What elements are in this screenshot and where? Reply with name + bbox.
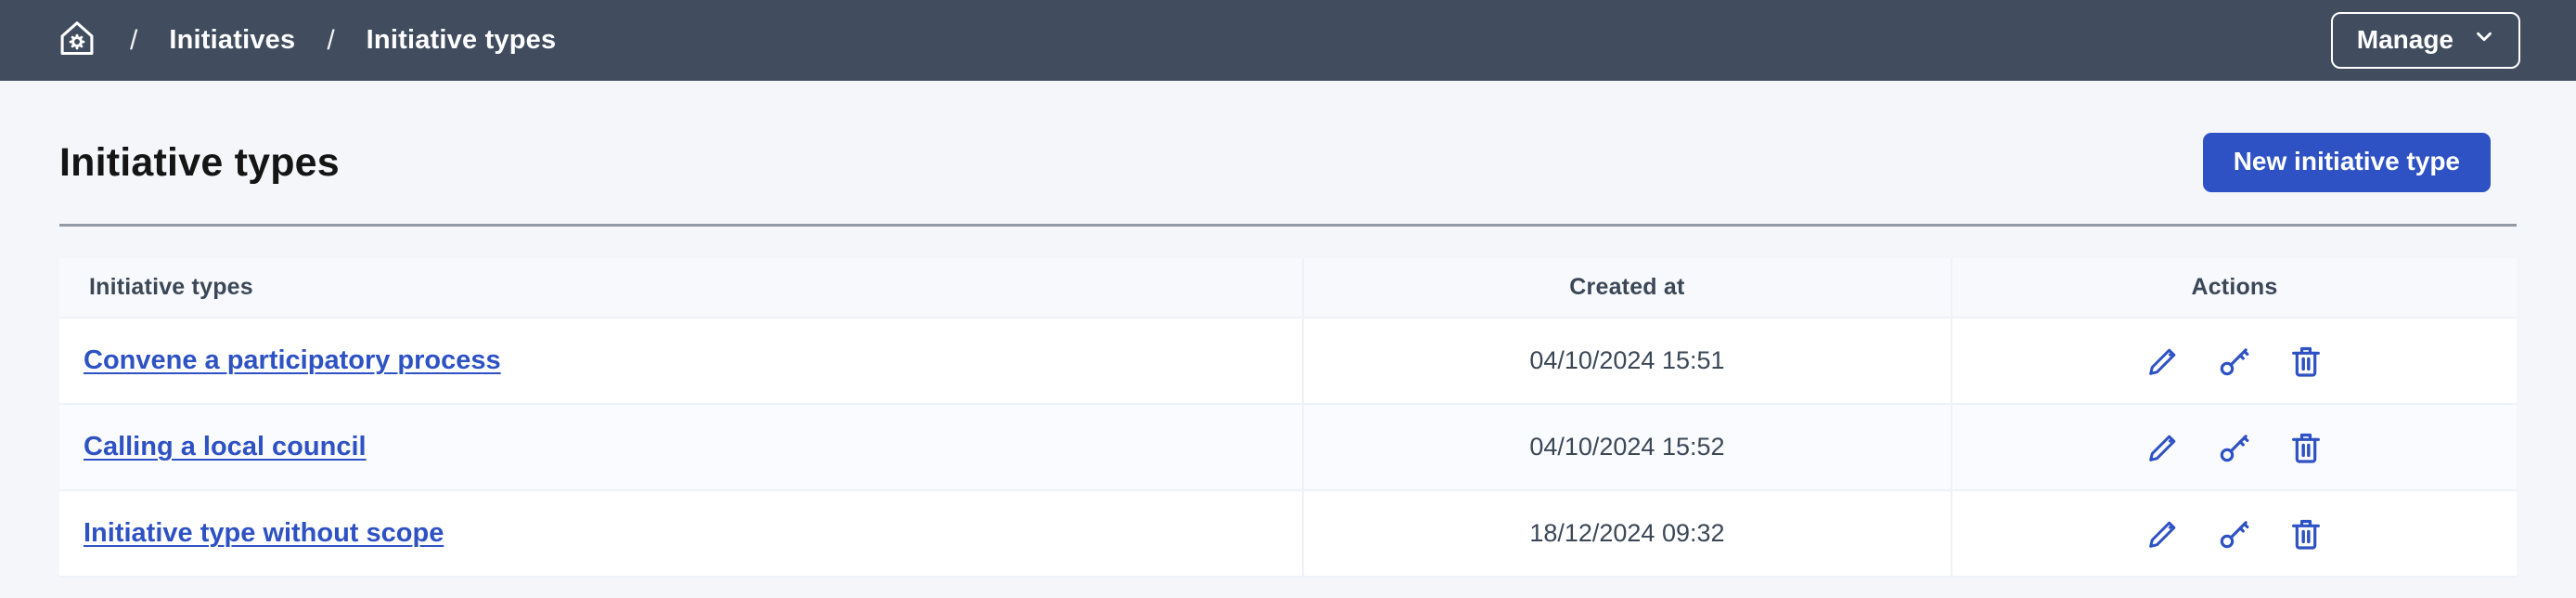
page-title: Initiative types [59,139,340,185]
pencil-icon [2145,515,2182,552]
initiative-types-table: Initiative types Created at Actions Conv… [59,258,2517,578]
new-initiative-type-button[interactable]: New initiative type [2202,133,2491,192]
manage-dropdown-label: Manage [2356,24,2454,54]
delete-button[interactable] [2287,515,2325,552]
table-row: Calling a local council 04/10/2024 15:52 [59,403,2517,490]
initiative-type-link[interactable]: Convene a participatory process [84,345,501,375]
created-at-value: 04/10/2024 15:52 [1529,433,1725,461]
column-header-actions: Actions [1950,258,2517,318]
delete-button[interactable] [2287,343,2325,380]
created-at-value: 18/12/2024 09:32 [1529,519,1725,547]
row-actions [1953,515,2516,552]
table-header-row: Initiative types Created at Actions [59,258,2517,318]
edit-button[interactable] [2145,429,2182,466]
main-content: Initiative types New initiative type Ini… [0,81,2576,578]
permissions-button[interactable] [2216,343,2253,380]
table-row: Convene a participatory process 04/10/20… [59,317,2517,404]
breadcrumb-item-initiatives[interactable]: Initiatives [169,25,296,55]
trash-icon [2287,429,2325,466]
pencil-icon [2145,429,2182,466]
edit-button[interactable] [2145,343,2182,380]
initiative-type-link[interactable]: Initiative type without scope [84,518,444,548]
row-actions [1953,343,2516,380]
column-header-created-at: Created at [1301,258,1951,318]
initiative-types-table-card: Initiative types Created at Actions Conv… [59,258,2517,578]
pencil-icon [2145,343,2182,380]
trash-icon [2287,343,2325,380]
delete-button[interactable] [2287,429,2325,466]
breadcrumb-separator: / [327,24,335,56]
edit-button[interactable] [2145,515,2182,552]
permissions-button[interactable] [2216,429,2253,466]
header-divider [59,224,2517,227]
breadcrumb-item-initiative-types[interactable]: Initiative types [366,25,557,55]
created-at-value: 04/10/2024 15:51 [1529,346,1725,374]
chevron-down-icon [2472,24,2496,55]
home-breadcrumb-link[interactable] [56,17,98,64]
key-icon [2216,343,2253,380]
initiative-type-link[interactable]: Calling a local council [84,432,367,462]
key-icon [2216,429,2253,466]
trash-icon [2287,515,2325,552]
home-gear-icon [56,17,98,64]
breadcrumb: / Initiatives / Initiative types [56,17,556,64]
manage-dropdown-button[interactable]: Manage [2330,12,2520,69]
breadcrumb-separator: / [130,24,138,56]
column-header-initiative-types: Initiative types [59,258,1303,318]
key-icon [2216,515,2253,552]
admin-top-navbar: / Initiatives / Initiative types Manage [0,0,2576,81]
table-row: Initiative type without scope 18/12/2024… [59,489,2517,578]
permissions-button[interactable] [2216,515,2253,552]
page-header: Initiative types New initiative type [56,81,2520,192]
row-actions [1953,429,2516,466]
